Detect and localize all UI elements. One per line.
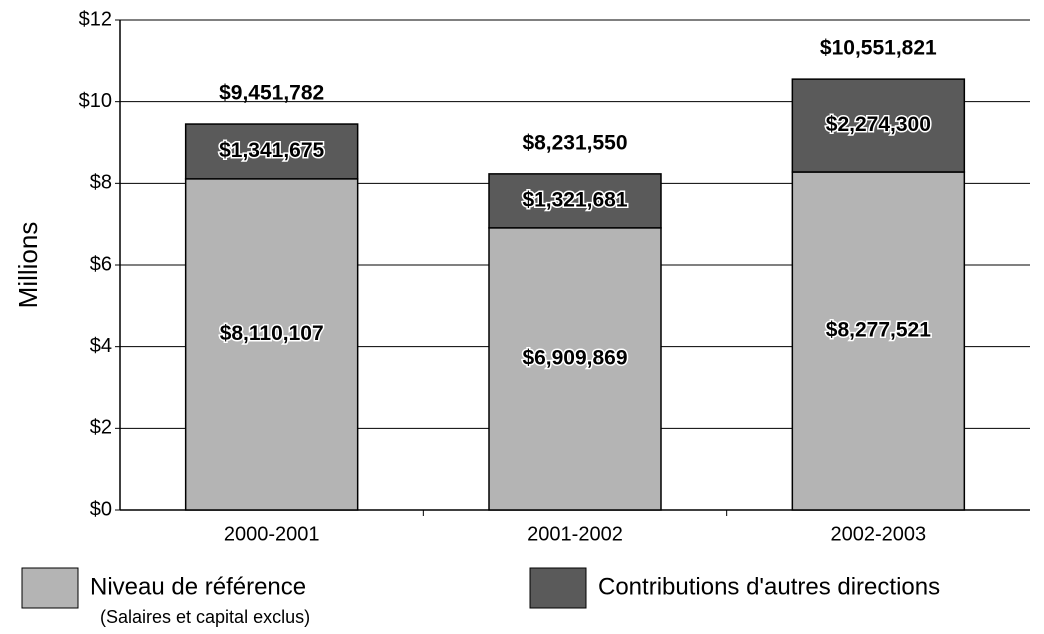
legend-swatch [529,567,587,609]
bar-segment [184,123,359,180]
legend-label: Contributions d'autres directions [598,573,940,600]
y-tick-label: $2 [90,417,112,439]
y-tick-label: $4 [90,335,112,357]
segment-label: $8,110,107 [220,322,324,345]
bar-segment [791,171,966,511]
x-tick-label: 2000-2001 [224,523,320,545]
y-tick-label: $12 [79,8,112,30]
bar-segment [791,78,966,173]
y-tick-label: $8 [90,172,112,194]
y-tick-label: $6 [90,253,112,275]
total-label: $10,551,821 [820,37,937,60]
total-label: $8,231,550 [522,131,627,154]
bar-segment [488,173,662,229]
total-label: $9,451,782 [219,82,324,105]
segment-label: $1,321,681 [522,188,627,211]
x-tick-label: 2002-2003 [831,523,927,545]
x-tick-label: 2001-2002 [527,523,623,545]
legend-note: (Salaires et capital exclus) [100,607,310,627]
legend-swatch [21,567,79,609]
y-tick-label: $10 [79,90,112,112]
legend-label: Niveau de référence [90,573,306,600]
y-tick-label: $0 [90,498,112,520]
segment-label: $2,274,300 [826,113,931,136]
segment-label: $8,277,521 [826,319,931,342]
y-axis-label: Millions [13,222,43,309]
segment-label: $6,909,869 [522,346,627,369]
segment-label: $1,341,675 [219,139,324,162]
